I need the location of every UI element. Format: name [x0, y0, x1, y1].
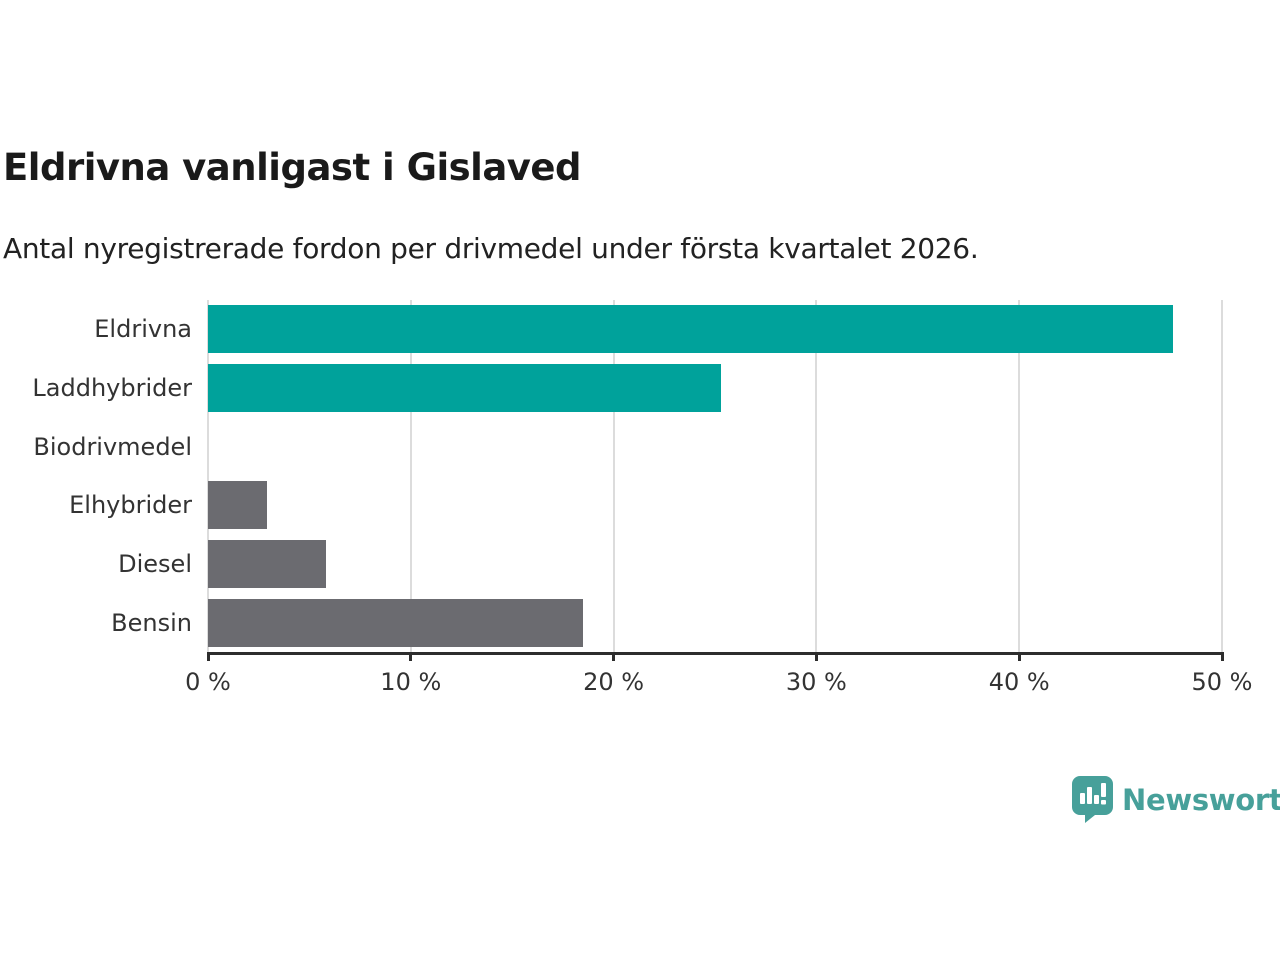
chart-subtitle: Antal nyregistrerade fordon per drivmede…: [3, 232, 979, 265]
tick-label-40: 40 %: [988, 668, 1050, 696]
bar-bensin: [208, 598, 584, 647]
tick-label-20: 20 %: [583, 668, 645, 696]
gridline-40: [1018, 300, 1021, 652]
gridline-30: [815, 300, 818, 652]
gridline-10: [409, 300, 412, 652]
tick-mark-0: [206, 652, 210, 661]
gridline-20: [612, 300, 615, 652]
tick-mark-20: [612, 652, 616, 661]
newsworthy-wordmark: Newsworthy: [1122, 782, 1280, 817]
tick-label-50: 50 %: [1191, 668, 1253, 696]
category-label-diesel: Diesel: [118, 549, 192, 578]
category-label-bensin: Bensin: [111, 608, 192, 637]
tick-label-0: 0 %: [185, 668, 231, 696]
tick-label-10: 10 %: [380, 668, 442, 696]
tick-mark-30: [814, 652, 818, 661]
bar-laddhybrider: [208, 364, 722, 412]
newsworthy-logo: Newsworthy: [1072, 776, 1280, 823]
x-axis-line: [206, 652, 1224, 655]
tick-mark-50: [1220, 652, 1224, 661]
category-label-eldrivna: Eldrivna: [94, 315, 192, 344]
gridline-0: [207, 300, 209, 652]
category-label-biodrivmedel: Biodrivmedel: [33, 432, 192, 461]
category-label-laddhybrider: Laddhybrider: [32, 373, 192, 402]
newsworthy-chart-bubble-icon: [1072, 776, 1113, 823]
tick-mark-40: [1017, 652, 1021, 661]
bar-elhybrider: [208, 481, 267, 530]
chart-title: Eldrivna vanligast i Gislaved: [3, 146, 582, 189]
bar-diesel: [208, 540, 326, 588]
tick-label-30: 30 %: [785, 668, 847, 696]
tick-mark-10: [409, 652, 413, 661]
bar-eldrivna: [208, 305, 1174, 354]
gridline-50: [1221, 300, 1223, 652]
category-label-elhybrider: Elhybrider: [69, 491, 192, 520]
